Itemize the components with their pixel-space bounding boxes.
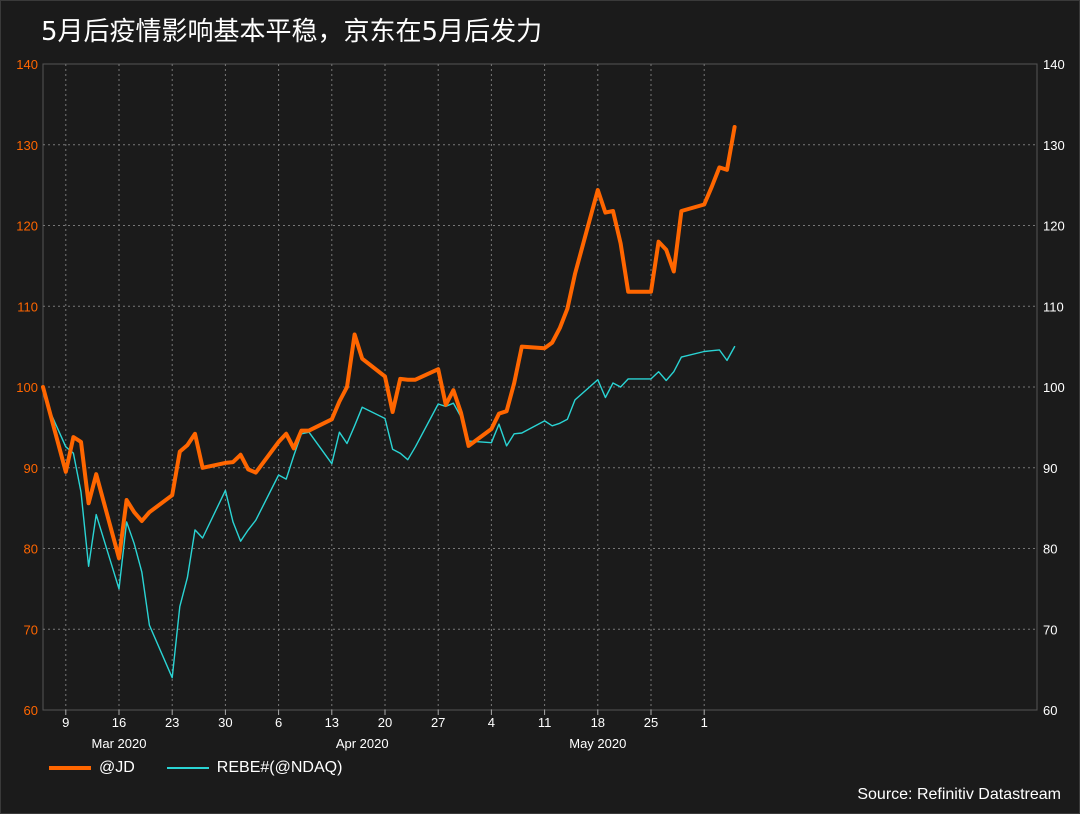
y-tick-label-right: 100 [1043,380,1065,395]
y-tick-label-left: 80 [24,542,38,557]
x-tick-label: 23 [165,715,179,730]
y-tick-label-right: 90 [1043,461,1057,476]
y-tick-label-left: 140 [16,57,38,72]
x-tick-label: 25 [644,715,658,730]
legend-swatch-rebe [166,767,209,769]
x-tick-label: 13 [325,715,339,730]
legend-label-rebe: REBE#(@NDAQ) [216,759,343,776]
x-tick-label: 27 [431,715,445,730]
legend-label-jd: @JD [99,759,135,776]
x-month-label: Mar 2020 [92,736,147,751]
x-tick-label: 1 [701,715,708,730]
legend: @JD REBE#(@NDAQ) [49,759,342,777]
x-month-label: May 2020 [569,736,626,751]
y-tick-label-right: 80 [1043,542,1057,557]
source-note: Source: Refinitiv Datastream [857,786,1061,803]
y-tick-label-left: 120 [16,219,38,234]
x-tick-label: 4 [488,715,495,730]
x-month-label: Apr 2020 [336,736,389,751]
y-tick-label-right: 130 [1043,138,1065,153]
y-tick-label-right: 120 [1043,219,1065,234]
chart-title: 5月后疫情影响基本平稳，京东在5月后发力 [41,17,543,47]
y-tick-label-left: 110 [17,299,38,314]
x-tick-label: 20 [378,715,392,730]
y-tick-label-right: 110 [1043,299,1064,314]
series-line-rebe [42,345,736,679]
series-line-jd [41,125,737,561]
y-tick-label-left: 70 [24,622,38,637]
y-tick-label-left: 60 [24,703,38,718]
y-tick-label-right: 70 [1043,622,1057,637]
x-tick-label: 9 [62,715,69,730]
x-tick-label: 18 [591,715,605,730]
x-tick-label: 16 [112,715,126,730]
y-tick-label-right: 140 [1043,57,1065,72]
y-tick-label-left: 90 [24,461,38,476]
y-tick-label-right: 60 [1043,703,1057,718]
y-tick-label-left: 130 [16,138,38,153]
x-tick-label: 6 [275,715,282,730]
x-tick-label: 11 [538,715,552,730]
legend-swatch-jd [49,766,91,770]
y-tick-label-left: 100 [16,380,38,395]
x-tick-label: 30 [218,715,232,730]
